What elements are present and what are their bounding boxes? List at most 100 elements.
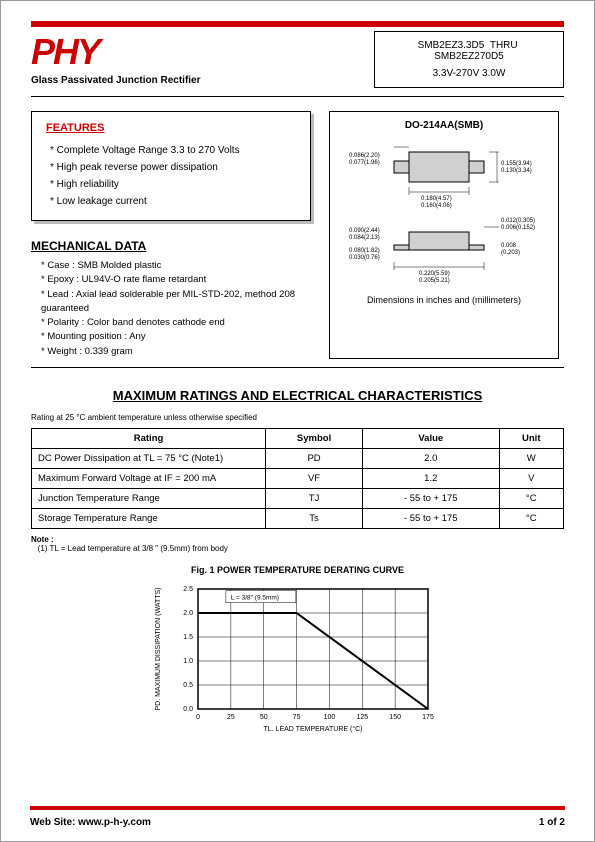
table-row: Maximum Forward Voltage at IF = 200 mAVF… [32, 468, 564, 488]
page-number: 1 of 2 [539, 817, 565, 828]
ratings-table: Rating Symbol Value Unit DC Power Dissip… [31, 428, 564, 529]
spec-line: 3.3V-270V 3.0W [389, 68, 549, 79]
table-row: Storage Temperature RangeTs- 55 to + 175… [32, 508, 564, 528]
package-drawing-box: DO-214AA(SMB) 0.086(2.20)0.077(1.96) 0.15… [329, 111, 559, 359]
svg-text:0.0: 0.0 [183, 706, 193, 713]
mech-item: Case : SMB Molded plastic [41, 259, 311, 273]
svg-text:75: 75 [292, 714, 300, 721]
svg-text:0.008: 0.008 [501, 243, 517, 249]
svg-text:2.5: 2.5 [183, 586, 193, 593]
table-cell: °C [499, 508, 564, 528]
mechanical-list: Case : SMB Molded plastic Epoxy : UL94V-… [31, 259, 311, 359]
svg-text:0.5: 0.5 [183, 682, 193, 689]
svg-text:L = 3/8" (9.5mm): L = 3/8" (9.5mm) [230, 594, 278, 601]
derating-chart: 0 25 50 75 100 125 150 175 0.0 0.5 1.0 1.5 2.0 2.5 L =… [148, 579, 448, 739]
mechanical-heading: MECHANICAL DATA [31, 239, 311, 253]
svg-text:0.155(3.94): 0.155(3.94) [501, 161, 532, 167]
mech-item: Weight : 0.339 gram [41, 345, 311, 359]
header: PHY Glass Passivated Junction Rectifier … [31, 31, 564, 88]
mechanical-section: MECHANICAL DATA Case : SMB Molded plasti… [31, 239, 311, 359]
svg-text:0: 0 [196, 714, 200, 721]
features-box: FEATURES Complete Voltage Range 3.3 to 2… [31, 111, 311, 221]
table-cell: 1.2 [363, 468, 499, 488]
svg-text:125: 125 [356, 714, 368, 721]
table-cell: - 55 to + 175 [363, 488, 499, 508]
svg-text:50: 50 [259, 714, 267, 721]
divider-2 [31, 367, 564, 368]
table-cell: TJ [266, 488, 363, 508]
mech-item: Mounting position : Any [41, 330, 311, 344]
svg-text:0.090(2.44): 0.090(2.44) [349, 228, 380, 234]
svg-text:0.205(5.21): 0.205(5.21) [419, 278, 450, 284]
col-unit: Unit [499, 428, 564, 448]
svg-text:1.0: 1.0 [183, 658, 193, 665]
mech-item: Lead : Axial lead solderable per MIL-STD… [41, 288, 311, 317]
title-box: SMB2EZ3.3D5 THRU SMB2EZ270D5 3.3V-270V 3… [374, 31, 564, 88]
col-symbol: Symbol [266, 428, 363, 448]
chart-container: 0 25 50 75 100 125 150 175 0.0 0.5 1.0 1.5 2.0 2.5 L =… [31, 579, 564, 739]
mech-item: Epoxy : UL94V-O rate flame retardant [41, 273, 311, 287]
table-cell: Maximum Forward Voltage at IF = 200 mA [32, 468, 266, 488]
svg-text:1.5: 1.5 [183, 634, 193, 641]
svg-text:0.077(1.96): 0.077(1.96) [349, 160, 380, 166]
logo-block: PHY Glass Passivated Junction Rectifier [31, 31, 201, 86]
table-row: DC Power Dissipation at TL = 75 °C (Note… [32, 448, 564, 468]
product-subtitle: Glass Passivated Junction Rectifier [31, 75, 201, 86]
note-block: Note : (1) TL = Lead temperature at 3/8 … [31, 535, 564, 553]
mech-item: Polarity : Color band denotes cathode en… [41, 316, 311, 330]
svg-text:(0.203): (0.203) [501, 250, 520, 256]
svg-text:TL. LEAD TEMPERATURE (°C): TL. LEAD TEMPERATURE (°C) [263, 725, 362, 733]
logo-text: PHY [31, 31, 201, 73]
svg-text:PD. MAXIMUM DISSIPATION (WATTS: PD. MAXIMUM DISSIPATION (WATTS) [155, 587, 162, 710]
svg-text:0.160(4.06): 0.160(4.06) [421, 203, 452, 209]
table-header-row: Rating Symbol Value Unit [32, 428, 564, 448]
features-heading: FEATURES [46, 122, 296, 134]
package-title: DO-214AA(SMB) [338, 120, 550, 131]
website: Web Site: www.p-h-y.com [30, 817, 151, 828]
svg-text:0.030(0.76): 0.030(0.76) [349, 255, 380, 261]
table-cell: DC Power Dissipation at TL = 75 °C (Note… [32, 448, 266, 468]
table-cell: VF [266, 468, 363, 488]
svg-text:0.086(2.20): 0.086(2.20) [349, 153, 380, 159]
table-cell: Junction Temperature Range [32, 488, 266, 508]
svg-text:0.006(0.152): 0.006(0.152) [501, 225, 535, 231]
svg-text:0.012(0.305): 0.012(0.305) [501, 218, 535, 224]
table-cell: Storage Temperature Range [32, 508, 266, 528]
col-value: Value [363, 428, 499, 448]
svg-text:0.130(3.34): 0.130(3.34) [501, 168, 532, 174]
footer-red-bar [30, 806, 565, 810]
svg-text:2.0: 2.0 [183, 610, 193, 617]
svg-text:175: 175 [422, 714, 434, 721]
svg-text:150: 150 [389, 714, 401, 721]
table-row: Junction Temperature RangeTJ- 55 to + 17… [32, 488, 564, 508]
svg-text:25: 25 [226, 714, 234, 721]
table-cell: W [499, 448, 564, 468]
col-rating: Rating [32, 428, 266, 448]
package-caption: Dimensions in inches and (millimeters) [338, 295, 550, 305]
footer: Web Site: www.p-h-y.com 1 of 2 [30, 817, 565, 828]
table-cell: PD [266, 448, 363, 468]
package-drawing: 0.086(2.20)0.077(1.96) 0.155(3.94)0.130(3… [339, 137, 549, 287]
svg-text:100: 100 [323, 714, 335, 721]
features-list: Complete Voltage Range 3.3 to 270 Volts … [46, 142, 296, 210]
feature-item: High reliability [50, 176, 296, 193]
table-cell: 2.0 [363, 448, 499, 468]
table-cell: Ts [266, 508, 363, 528]
mid-row: FEATURES Complete Voltage Range 3.3 to 2… [31, 111, 564, 359]
svg-text:0.220(5.59): 0.220(5.59) [419, 271, 450, 277]
table-cell: - 55 to + 175 [363, 508, 499, 528]
top-red-bar [31, 21, 564, 27]
part-range: SMB2EZ3.3D5 THRU SMB2EZ270D5 [389, 40, 549, 62]
divider [31, 96, 564, 97]
svg-text:0.084(2.13): 0.084(2.13) [349, 235, 380, 241]
feature-item: High peak reverse power dissipation [50, 159, 296, 176]
chart-title: Fig. 1 POWER TEMPERATURE DERATING CURVE [31, 565, 564, 575]
feature-item: Complete Voltage Range 3.3 to 270 Volts [50, 142, 296, 159]
table-cell: °C [499, 488, 564, 508]
ratings-condition: Rating at 25 °C ambient temperature unle… [31, 413, 564, 422]
svg-text:0.180(4.57): 0.180(4.57) [421, 196, 452, 202]
ratings-heading: MAXIMUM RATINGS AND ELECTRICAL CHARACTER… [31, 388, 564, 403]
feature-item: Low leakage current [50, 193, 296, 210]
svg-text:0.080(1.82): 0.080(1.82) [349, 248, 380, 254]
left-col: FEATURES Complete Voltage Range 3.3 to 2… [31, 111, 311, 359]
